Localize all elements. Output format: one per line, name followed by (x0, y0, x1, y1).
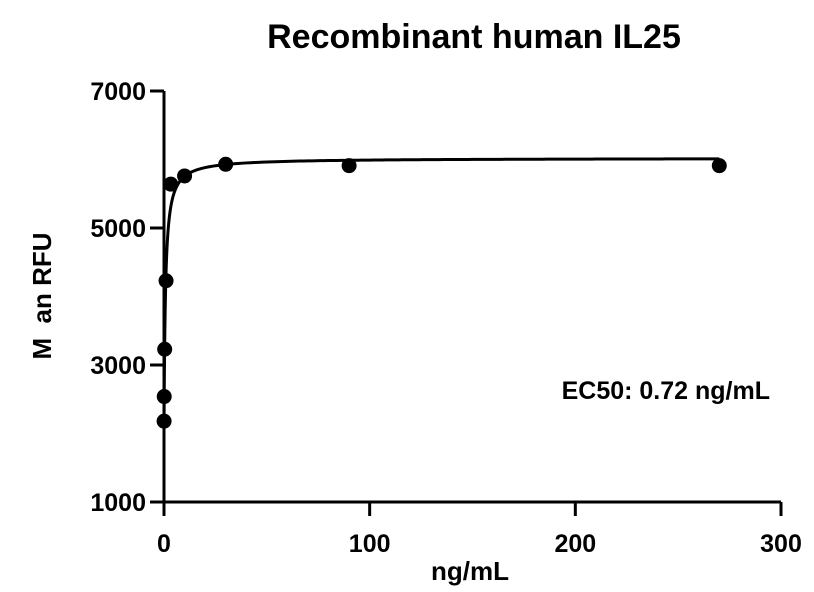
y-ticks: 1000 3000 5000 7000 (90, 78, 164, 517)
data-point (156, 413, 172, 429)
data-point (163, 176, 179, 192)
x-ticks: 0 100 200 300 (157, 502, 802, 558)
ec50-annotation: EC50: 0.72 ng/mL (562, 377, 770, 405)
x-axis-label: ng/mL (431, 556, 509, 586)
x-tick-label: 200 (554, 530, 596, 558)
data-point (157, 341, 173, 357)
fit-curve (162, 157, 720, 427)
y-tick-label: 7000 (90, 78, 146, 106)
chart-title: Recombinant human IL25 (267, 18, 681, 56)
x-tick-label: 100 (349, 530, 391, 558)
data-point (711, 158, 727, 174)
y-tick-label: 5000 (90, 215, 146, 243)
data-point (177, 168, 193, 184)
x-tick-label: 300 (760, 530, 802, 558)
data-point (218, 156, 234, 172)
y-tick-label: 1000 (90, 489, 146, 517)
data-point (156, 389, 172, 405)
y-axis-label: M an RFU (27, 232, 57, 359)
data-point (341, 158, 357, 174)
axes (162, 91, 781, 504)
data-points (156, 156, 727, 429)
x-tick-label: 0 (157, 530, 171, 558)
data-point (158, 273, 174, 289)
y-tick-label: 3000 (90, 352, 146, 380)
